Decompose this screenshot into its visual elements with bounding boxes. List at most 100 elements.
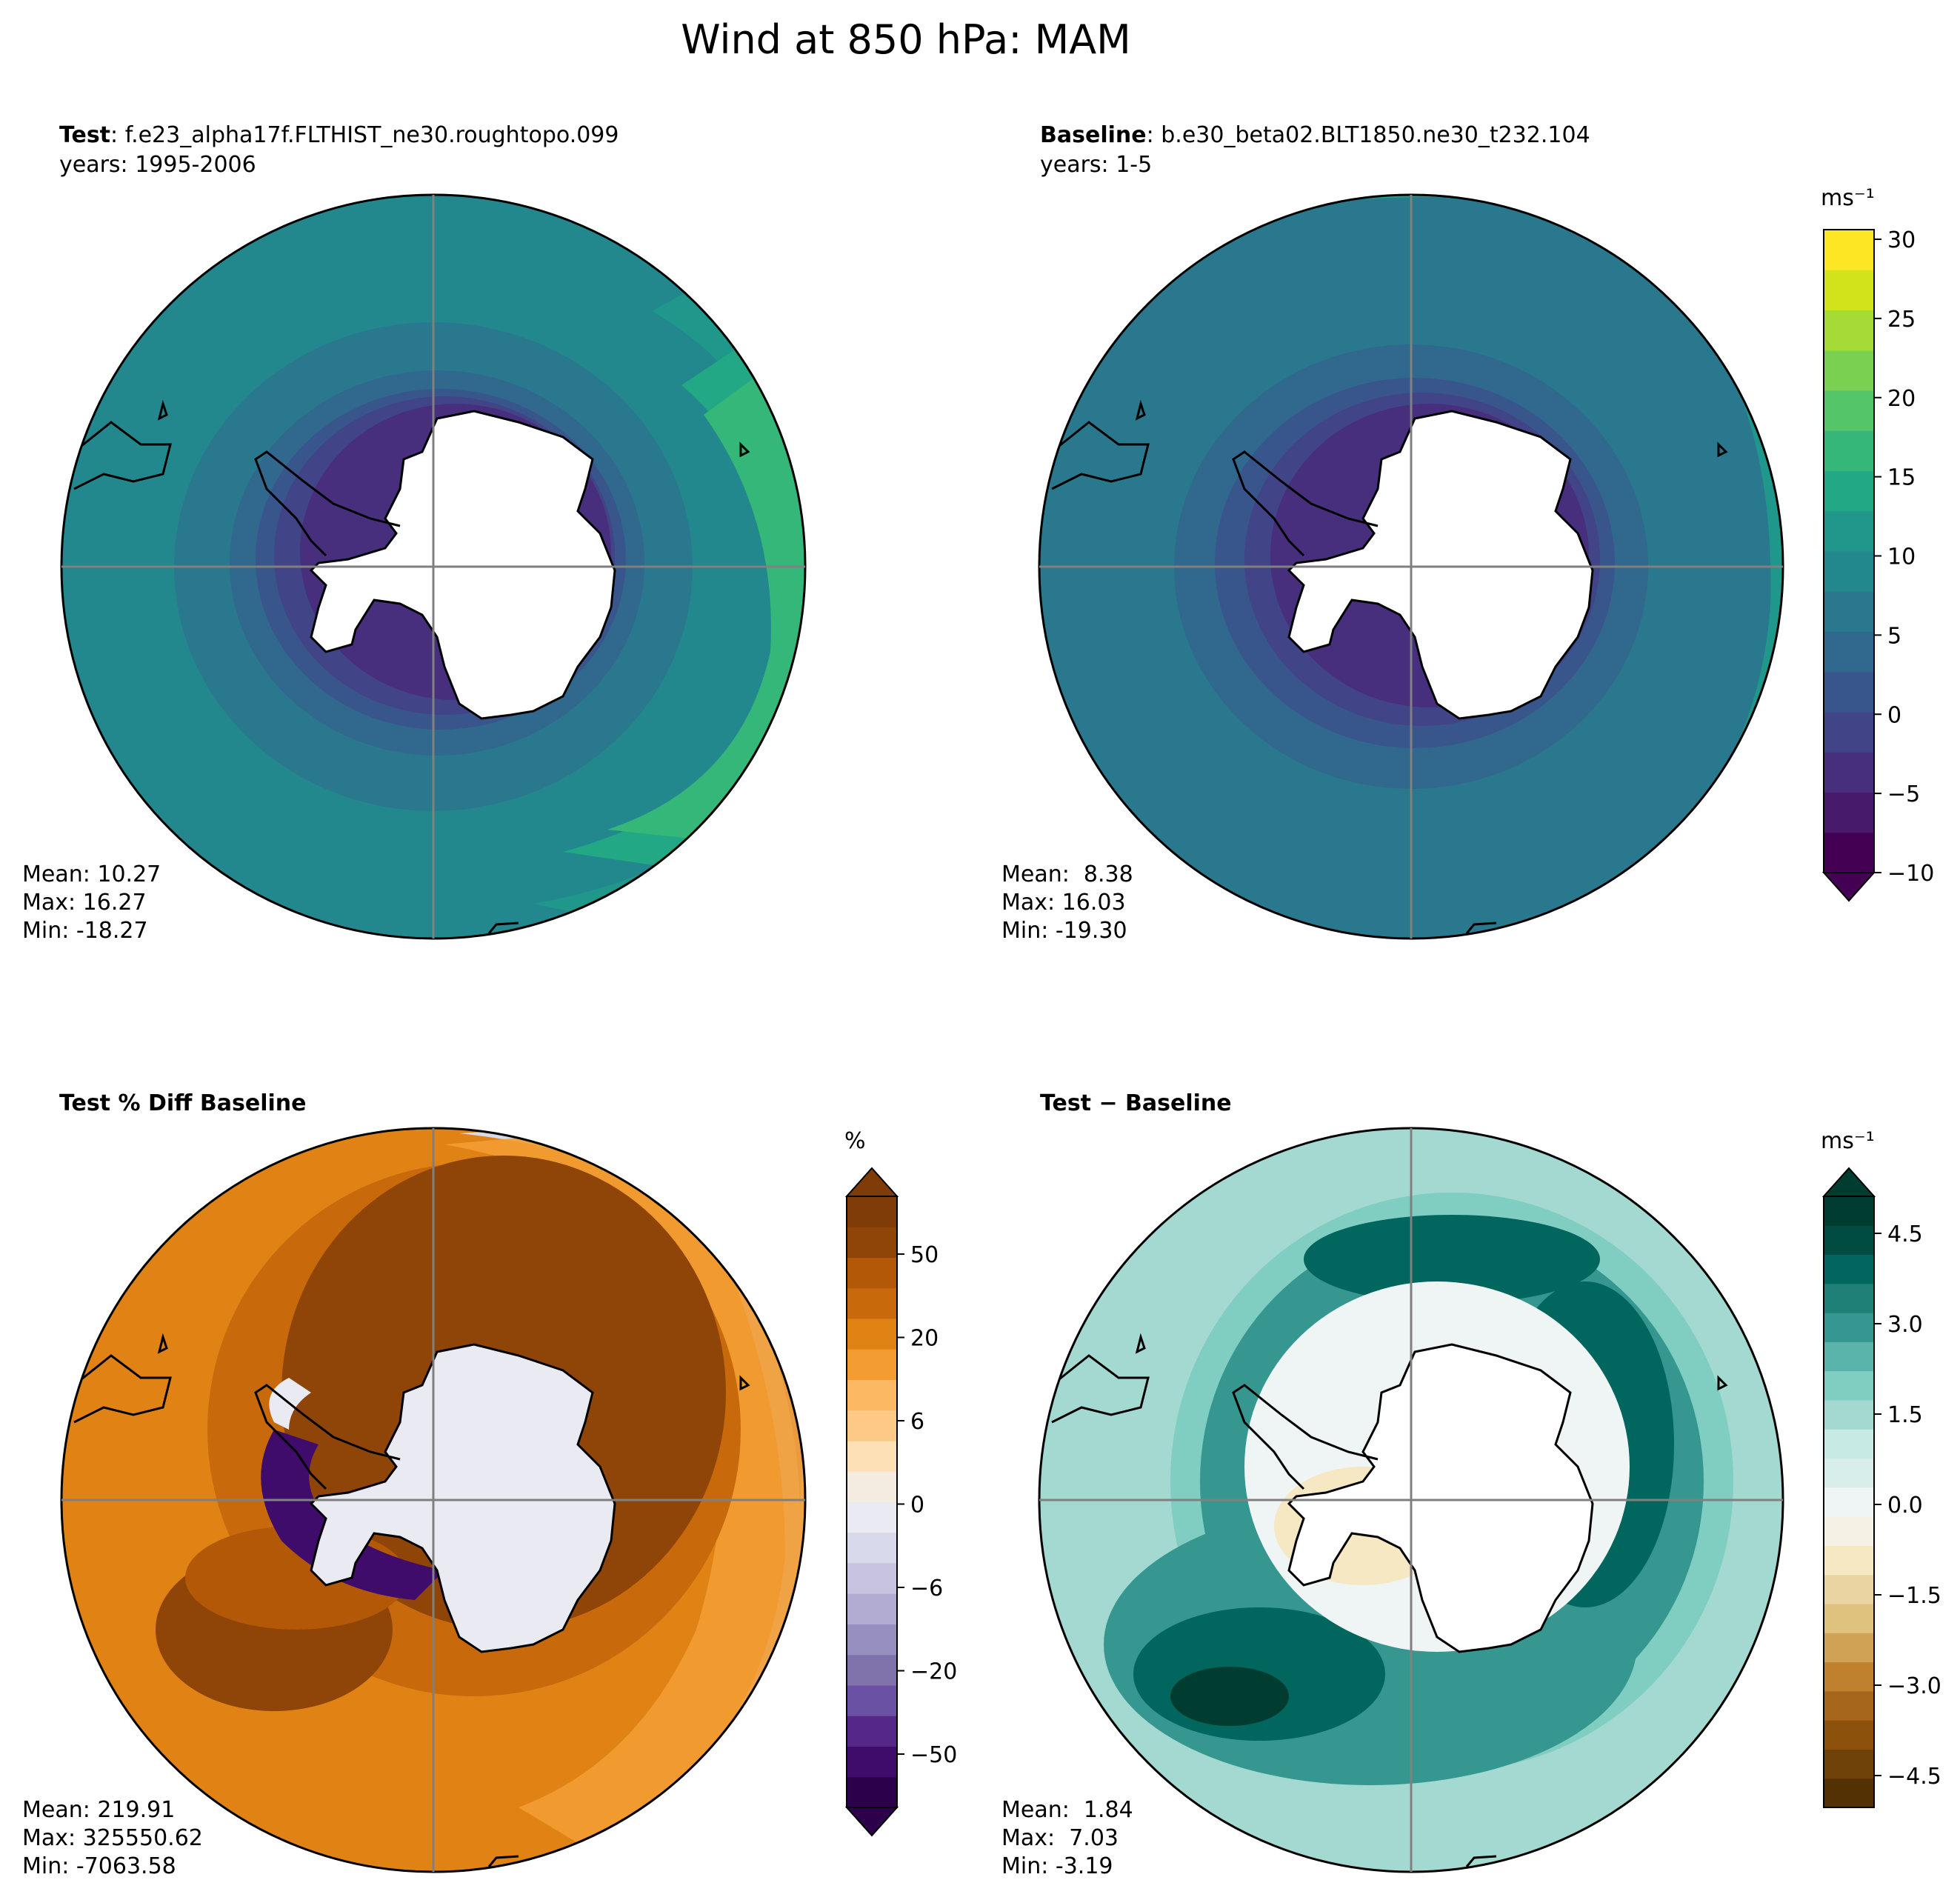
test-years: years: 1995-2006	[59, 152, 256, 178]
colorbar-tick-label: 1.5	[1887, 1402, 1923, 1428]
colorbar-swatch	[847, 1196, 897, 1227]
colorbar-swatch	[847, 1624, 897, 1656]
colorbar-frame	[1823, 229, 1875, 873]
colorbar-swatch	[847, 1593, 897, 1624]
colorbar-tick-label: 0	[1887, 702, 1901, 728]
colorbar-swatch	[1824, 551, 1874, 592]
pct-colorbar-unit: %	[844, 1128, 866, 1154]
antarctica-land	[1287, 1343, 1594, 1653]
test-case-name: f.e23_alpha17f.FLTHIST_ne30.roughtopo.09…	[124, 122, 619, 148]
colorbar-tick-label: −50	[910, 1742, 957, 1768]
pctdiff-max: Max: 325550.62	[22, 1825, 203, 1851]
colorbar-swatch	[847, 1471, 897, 1502]
diff-colorbar-unit: ms⁻¹	[1821, 1128, 1875, 1154]
colorbar-swatch	[847, 1441, 897, 1472]
colorbar-swatch	[1824, 1429, 1874, 1459]
colorbar-swatch	[847, 1349, 897, 1380]
colorbar-swatch	[847, 1257, 897, 1289]
colorbar-swatch	[1824, 1400, 1874, 1430]
colorbar-tick-label: 50	[910, 1242, 939, 1268]
colorbar-tick-label: −1.5	[1887, 1583, 1941, 1609]
colorbar-swatch	[1824, 631, 1874, 673]
pct-colorbar: 50 20 6 0 −6 −20 −50	[844, 1167, 957, 1837]
colorbar-extend-max	[1821, 1167, 1876, 1197]
colorbar-tick-label: 15	[1887, 465, 1916, 491]
colorbar-tick-label: −5	[1887, 781, 1920, 807]
colorbar-swatch	[1824, 832, 1874, 873]
colorbar-swatch	[1824, 1341, 1874, 1372]
colorbar-swatch	[1824, 430, 1874, 471]
colorbar-swatch	[1824, 1604, 1874, 1633]
colorbar-tick-label: −4.5	[1887, 1764, 1941, 1790]
colorbar-swatch	[1824, 1661, 1874, 1692]
south-america-coast	[1051, 421, 1150, 490]
pctdiff-mean: Mean: 219.91	[22, 1797, 176, 1823]
diff-label: Test − Baseline	[1040, 1090, 1232, 1116]
colorbar-swatch	[847, 1379, 897, 1411]
colorbar-swatch	[1824, 470, 1874, 512]
colorbar-tick-label: −6	[910, 1576, 943, 1601]
antarctica-land	[1287, 410, 1594, 720]
pctdiff-panel-title: Test % Diff Baseline	[59, 1089, 307, 1119]
baseline-min: Min: -19.30	[1001, 918, 1127, 944]
colorbar-tick-label: −20	[910, 1659, 957, 1685]
test-mean: Mean: 10.27	[22, 861, 161, 887]
colorbar-swatch	[1824, 1720, 1874, 1750]
colorbar-tick-label: 20	[910, 1326, 939, 1352]
colorbar-tick-label: 10	[1887, 544, 1916, 570]
colorbar-swatch	[1824, 1749, 1874, 1779]
colorbar-swatch	[1824, 1516, 1874, 1546]
colorbar-tick-label: 4.5	[1887, 1221, 1923, 1247]
colorbar-swatch	[1824, 1370, 1874, 1401]
diff-map	[1039, 1128, 1783, 1872]
colorbar-extend-min	[844, 1807, 899, 1837]
test-stats: Mean: 10.27 Max: 16.27 Min: -18.27	[22, 861, 161, 945]
colorbar-swatch	[847, 1501, 897, 1533]
test-max: Max: 16.27	[22, 890, 147, 916]
colorbar-tick-label: 20	[1887, 386, 1916, 412]
colorbar-swatch	[1824, 510, 1874, 552]
diff-stats: Mean: 1.84 Max: 7.03 Min: -3.19	[1001, 1796, 1133, 1881]
test-label: Test	[59, 122, 111, 148]
colorbar-swatch	[847, 1287, 897, 1319]
colorbar-swatch	[1824, 1778, 1874, 1808]
colorbar-swatch	[1824, 1690, 1874, 1721]
diff-max: Max: 7.03	[1001, 1825, 1119, 1851]
south-america-coast	[73, 1354, 172, 1424]
colorbar-tick-label: 0.0	[1887, 1493, 1923, 1519]
colorbar-swatch	[1824, 1254, 1874, 1284]
colorbar-swatch	[847, 1563, 897, 1594]
colorbar-extend-min	[1821, 872, 1876, 902]
colorbar-tick-label: 0	[910, 1493, 924, 1519]
baseline-mean: Mean: 8.38	[1001, 861, 1133, 887]
colorbar-swatch	[1824, 1574, 1874, 1604]
colorbar-swatch	[1824, 1283, 1874, 1313]
baseline-stats: Mean: 8.38 Max: 16.03 Min: -19.30	[1001, 861, 1133, 945]
baseline-years: years: 1-5	[1040, 152, 1153, 178]
colorbar-swatch	[1824, 1458, 1874, 1488]
test-panel-title: Test: f.e23_alpha17f.FLTHIST_ne30.rought…	[59, 122, 619, 178]
peninsula-coast	[1232, 450, 1379, 557]
figure-title: Wind at 850 hPa: MAM	[681, 16, 1131, 63]
colorbar-swatch	[1824, 792, 1874, 833]
colorbar-swatch	[1824, 712, 1874, 753]
colorbar-tick-label: 5	[1887, 623, 1901, 649]
colorbar-swatch	[847, 1410, 897, 1441]
baseline-panel-title: Baseline: b.e30_beta02.BLT1850.ne30_t232…	[1040, 122, 1590, 178]
pctdiff-stats: Mean: 219.91 Max: 325550.62 Min: -7063.5…	[22, 1796, 203, 1881]
colorbar-swatch	[847, 1227, 897, 1258]
south-america-coast	[1051, 1354, 1150, 1424]
colorbar-swatch	[1824, 390, 1874, 431]
pctdiff-min: Min: -7063.58	[22, 1853, 176, 1879]
field-colorbar: 30 25 20 15 10 5 0 −5 −10	[1821, 227, 1934, 902]
antarctica-land	[309, 1343, 616, 1653]
colorbar-frame	[846, 1196, 898, 1808]
colorbar-tick-label: 30	[1887, 227, 1916, 253]
baseline-map	[1039, 195, 1783, 939]
colorbar-swatch	[847, 1746, 897, 1778]
colorbar-swatch	[1824, 1487, 1874, 1517]
colorbar-frame	[1823, 1196, 1875, 1808]
diff-mean: Mean: 1.84	[1001, 1797, 1133, 1823]
colorbar-tick-label: 6	[910, 1409, 924, 1435]
